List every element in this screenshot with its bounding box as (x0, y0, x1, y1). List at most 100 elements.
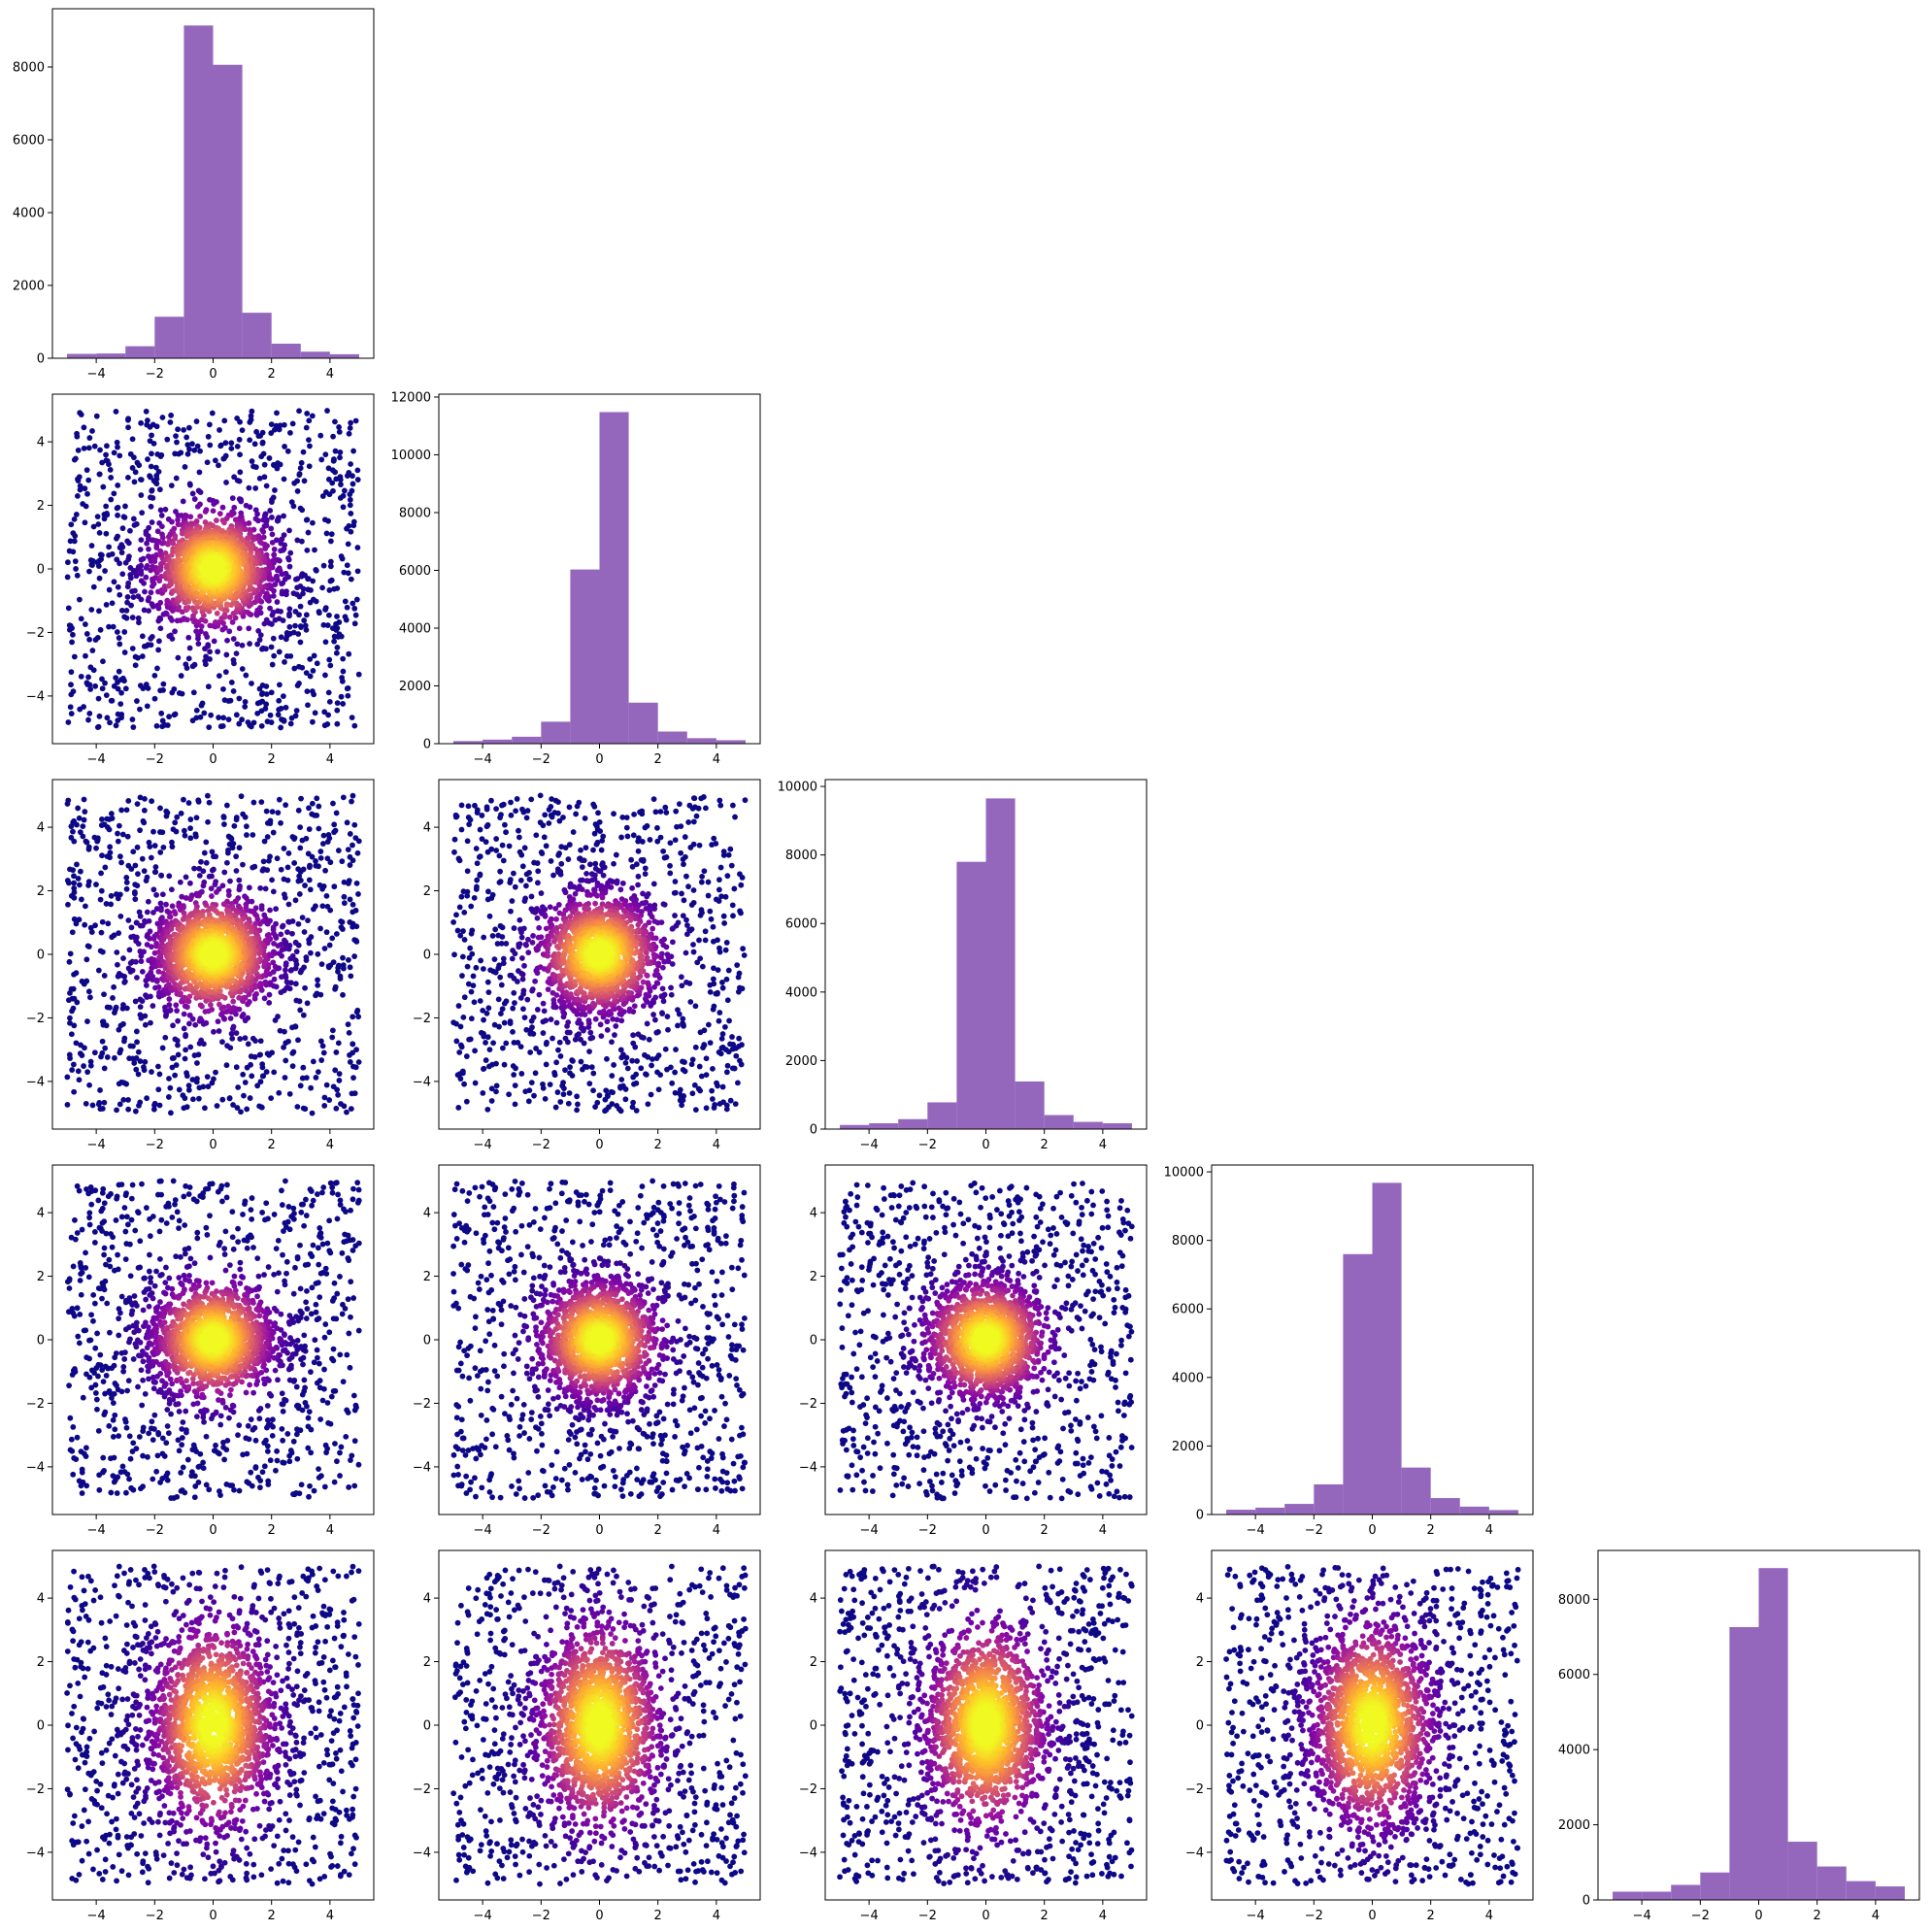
scatter-2-1-point (278, 548, 283, 553)
scatter-2-1-point (321, 709, 327, 715)
scatter-2-1-point (190, 491, 196, 497)
scatter-2-1-point (334, 650, 340, 656)
scatter-2-1-point (338, 482, 344, 487)
scatter-2-1-point (117, 635, 122, 641)
scatter-2-1-point (287, 564, 293, 570)
scatter-2-1-point (348, 511, 353, 516)
hist-2-y-tick-label: 12000 (391, 390, 431, 405)
scatter-2-1-point (122, 649, 128, 655)
scatter-2-1-point (97, 448, 103, 453)
scatter-2-1-point (354, 597, 360, 603)
scatter-2-1-point (345, 685, 350, 691)
scatter-2-1-point (351, 723, 357, 729)
scatter-2-1-point (136, 616, 142, 621)
scatter-2-1-point (134, 698, 140, 704)
scatter-2-1-point (348, 497, 353, 503)
scatter-2-1-point (110, 600, 116, 606)
scatter-2-1-point (250, 458, 255, 464)
scatter-2-1-point (246, 625, 251, 631)
scatter-2-1-point (340, 701, 346, 707)
scatter-2-1-point (130, 615, 136, 620)
scatter-2-1-point (197, 514, 203, 519)
scatter-2-1-point (235, 444, 241, 449)
scatter-2-1-point (162, 507, 168, 513)
hist-2-y-tick-label: 2000 (399, 680, 431, 694)
scatter-2-1-point (69, 711, 75, 716)
scatter-2-1-point (304, 612, 310, 617)
scatter-2-1-point (255, 433, 261, 439)
scatter-2-1-point (283, 705, 289, 711)
scatter-2-1-point (278, 725, 283, 731)
scatter-2-1-point (115, 629, 120, 635)
scatter-2-1-point (157, 600, 163, 606)
scatter-2-1-point (291, 481, 297, 486)
scatter-2-1-point (86, 445, 92, 450)
hist-3-bar (1103, 1123, 1132, 1129)
hist-1-x-tick-label: 0 (209, 367, 217, 382)
scatter-2-1-point (298, 640, 304, 646)
scatter-2-1-point (186, 655, 192, 661)
hist-2-bar (483, 740, 512, 744)
scatter-2-1-point (206, 724, 212, 730)
scatter-2-1-point (231, 657, 237, 663)
scatter-2-1-point (280, 588, 285, 594)
scatter-2-1-point (237, 479, 243, 484)
scatter-2-1-point (216, 462, 221, 468)
hist-5-y-tick-label: 8000 (1558, 1593, 1590, 1608)
scatter-2-1-point (157, 625, 163, 631)
scatter-2-1-point (205, 642, 211, 648)
scatter-2-1-point (296, 408, 302, 414)
scatter-2-1-point (211, 508, 217, 514)
scatter-2-1-point (222, 697, 228, 703)
scatter-2-1-point (84, 491, 90, 497)
scatter-2-1-point (338, 495, 344, 501)
scatter-2-1-point (120, 676, 126, 682)
scatter-2-1-point (85, 675, 91, 681)
scatter-2-1-point (294, 584, 300, 590)
scatter-2-1-point (116, 584, 121, 590)
scatter-2-1-point (348, 502, 353, 508)
scatter-2-1-point (150, 519, 155, 525)
scatter-2-1-point (305, 702, 311, 708)
hist-4-bar (1314, 1484, 1343, 1515)
hist-4-bar (1284, 1504, 1314, 1515)
scatter-2-1-point (183, 661, 188, 667)
hist-3-x-tick-label: 2 (1041, 1138, 1049, 1152)
scatter-2-1-point (251, 719, 257, 725)
scatter-2-1-point (318, 457, 324, 463)
scatter-2-1-point (131, 594, 137, 600)
scatter-2-1-point (117, 642, 122, 648)
hist-3-y-tick-label: 2000 (785, 1054, 817, 1069)
scatter-2-1-point (145, 703, 150, 709)
scatter-2-1-point (140, 653, 146, 659)
scatter-2-1-point (250, 464, 256, 470)
scatter-2-1-point (284, 653, 290, 659)
scatter-2-1-point (159, 523, 165, 529)
scatter-2-1-point (86, 637, 92, 643)
scatter-2-1-point (298, 604, 304, 610)
scatter-2-1-point (228, 446, 234, 451)
scatter-2-1-point (150, 601, 155, 607)
scatter-2-1-point (332, 418, 338, 424)
scatter-2-1-point (307, 444, 313, 449)
scatter-2-1-point (174, 440, 180, 446)
scatter-2-1-point (326, 477, 332, 483)
scatter-2-1-point (111, 624, 117, 630)
scatter-2-1-point (220, 723, 226, 729)
scatter-2-1-point (334, 614, 340, 619)
scatter-2-1-point (324, 408, 330, 414)
scatter-2-1-point (331, 639, 337, 645)
scatter-2-1-point (173, 712, 179, 717)
scatter-2-1-point (203, 509, 209, 515)
scatter-2-1-point (160, 718, 166, 724)
scatter-2-1-point (77, 597, 83, 603)
scatter-2-1-point (185, 635, 191, 641)
scatter-2-1-point (65, 559, 71, 565)
scatter-2-1-point (350, 482, 356, 487)
scatter-2-1-point (213, 457, 218, 463)
scatter-2-1-point (116, 686, 121, 692)
scatter-2-1-point (264, 483, 270, 489)
hist-3-bar (1045, 1115, 1074, 1129)
scatter-2-1-point (217, 427, 222, 433)
